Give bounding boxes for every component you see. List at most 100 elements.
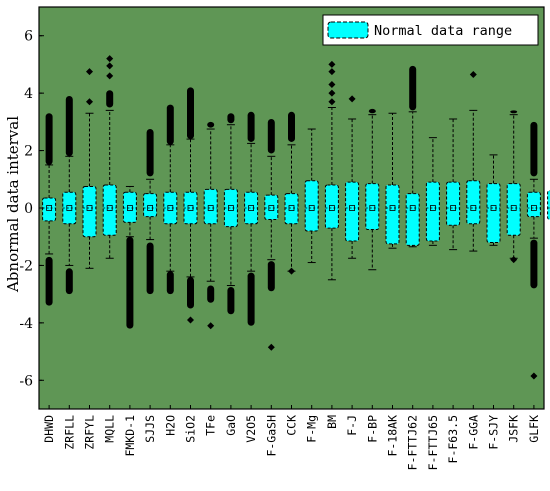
mean-marker xyxy=(248,205,255,211)
box-H2O xyxy=(163,104,178,295)
iqr-box xyxy=(345,181,360,242)
dense-outliers-high xyxy=(227,113,235,124)
x-tick-label: H2O xyxy=(163,415,177,436)
outlier-point xyxy=(86,98,93,106)
mean-marker xyxy=(490,205,497,211)
outlier-point xyxy=(187,316,194,324)
mean-marker xyxy=(450,205,457,211)
x-tick-label: F-F63.5 xyxy=(446,415,460,463)
iqr-box xyxy=(405,193,420,246)
box-CCK xyxy=(284,111,299,275)
x-tick-label: FMKD-1 xyxy=(123,415,137,457)
x-tick-label: F-18AK xyxy=(386,415,400,457)
dense-outliers-high xyxy=(45,113,53,165)
x-tick-label: TFe xyxy=(204,415,218,436)
box-GLFK xyxy=(526,121,541,380)
box-F-FTTJ62 xyxy=(405,65,420,248)
dense-outliers-low xyxy=(166,271,174,295)
mean-marker xyxy=(349,205,356,211)
box-ZRFLL xyxy=(62,96,77,295)
box-GaO xyxy=(223,113,238,315)
box-F-SJY xyxy=(486,154,501,246)
dense-outliers-low xyxy=(146,242,154,295)
mean-marker xyxy=(167,205,174,211)
box-SJJS xyxy=(143,129,158,295)
dense-outliers-high xyxy=(146,129,154,177)
box-F-FTTJ65 xyxy=(425,137,440,246)
outlier-point xyxy=(328,68,336,76)
outlier-point xyxy=(86,68,93,76)
dense-outliers-low xyxy=(65,268,73,295)
dense-outliers-high xyxy=(409,65,417,111)
mean-marker xyxy=(288,205,295,211)
box-F-GaSH xyxy=(264,118,279,351)
box-DHWD xyxy=(42,113,57,306)
mean-marker xyxy=(207,205,214,211)
y-tick-label: -2 xyxy=(19,258,33,274)
legend-label: Normal data range xyxy=(374,23,512,39)
mean-marker xyxy=(106,205,113,211)
mean-marker xyxy=(187,205,194,211)
box-SiO2 xyxy=(183,87,198,324)
x-tick-label: JSFK xyxy=(507,415,521,443)
iqr-box xyxy=(547,190,550,220)
dense-outliers-high xyxy=(106,90,114,108)
axis-ticks: 6 4 2 0 -2 -4 -6 xyxy=(19,29,535,409)
x-tick-label: F-Mg xyxy=(305,415,319,443)
outlier-point xyxy=(207,322,215,330)
mean-marker xyxy=(389,205,396,211)
outlier-point xyxy=(328,81,336,89)
dense-outliers-high xyxy=(510,110,518,114)
iqr-box xyxy=(122,191,137,223)
y-axis-title: Abnormal data interval xyxy=(4,116,22,293)
outlier-point xyxy=(328,89,336,97)
mean-marker xyxy=(147,205,154,211)
x-tick-label: GaO xyxy=(224,415,238,436)
y-tick-label: 2 xyxy=(24,144,33,160)
legend-swatch xyxy=(327,21,369,39)
mean-marker xyxy=(369,205,376,211)
box-F-GGA xyxy=(466,70,481,252)
x-tick-label: F-GGA xyxy=(466,415,480,450)
outlier-point xyxy=(106,72,114,80)
outlier-point xyxy=(106,55,114,63)
mean-marker xyxy=(66,205,73,211)
mean-marker xyxy=(470,205,477,211)
box-undefined xyxy=(547,190,550,220)
mean-marker xyxy=(227,205,234,211)
box-F-18AK xyxy=(385,112,400,249)
iqr-box xyxy=(42,197,57,222)
dense-outliers-low xyxy=(267,261,275,292)
mean-marker xyxy=(86,205,93,211)
dense-outliers-low xyxy=(227,286,235,315)
iqr-box xyxy=(425,181,440,242)
box-MQLL xyxy=(102,55,117,259)
iqr-box xyxy=(466,180,481,225)
x-tick-label: F-BP xyxy=(365,415,379,443)
dense-outliers-high xyxy=(288,111,295,142)
outlier-point xyxy=(348,95,356,103)
iqr-box xyxy=(203,188,218,225)
mean-marker xyxy=(268,205,275,211)
mean-marker xyxy=(127,205,133,211)
dense-outliers-low xyxy=(207,285,215,303)
y-tick-label: 6 xyxy=(24,29,33,45)
dense-outliers-low xyxy=(45,256,53,306)
x-tick-label: SiO2 xyxy=(184,415,198,443)
x-tick-label: F-J xyxy=(345,415,359,436)
dense-outliers-high xyxy=(267,118,275,154)
outlier-point xyxy=(328,60,336,68)
iqr-box xyxy=(284,193,299,225)
dense-outliers-high xyxy=(530,121,538,177)
outlier-point xyxy=(106,62,114,70)
iqr-box xyxy=(486,183,501,243)
box-F-F63.5 xyxy=(446,118,461,251)
box-F-Mg xyxy=(304,128,319,264)
box-V2O5 xyxy=(244,111,259,326)
iqr-box xyxy=(385,184,400,245)
x-tick-label: F-FTTJ65 xyxy=(426,415,440,470)
outlier-point xyxy=(510,256,518,264)
x-tick-label: F-GaSH xyxy=(264,415,278,457)
x-tick-label: BM xyxy=(325,415,339,429)
